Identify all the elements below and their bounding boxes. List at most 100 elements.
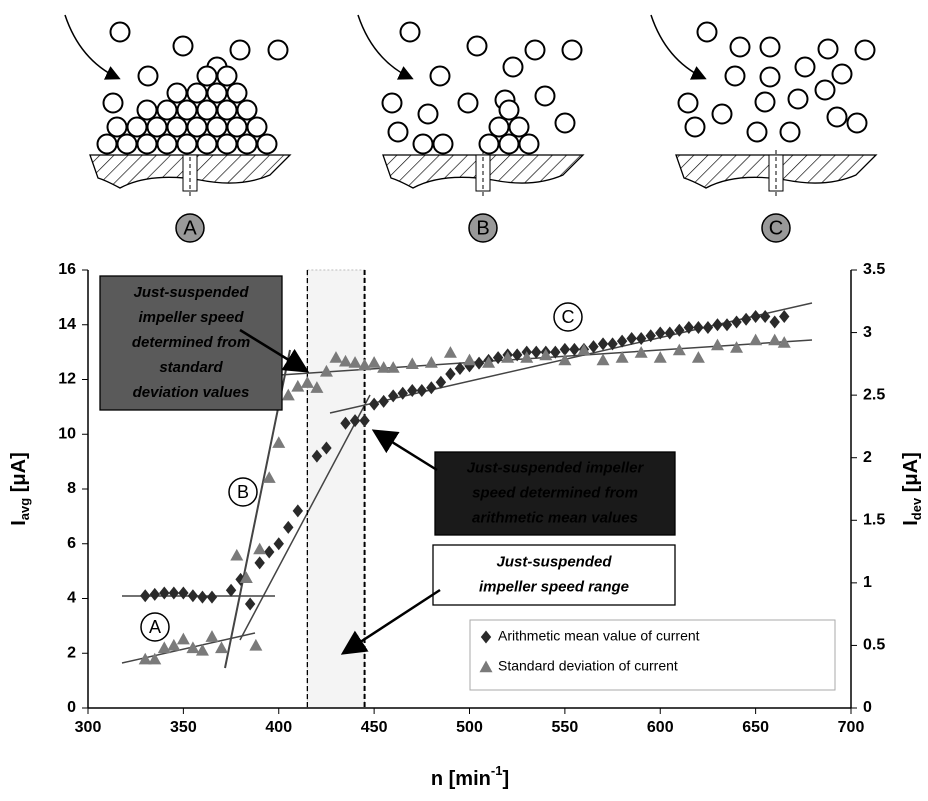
particle <box>561 39 583 61</box>
y-tick-label: 8 <box>67 480 76 497</box>
diamond-marker <box>531 345 542 359</box>
range-band <box>306 269 366 709</box>
x-label-end: ] <box>502 768 509 790</box>
particle <box>729 36 751 58</box>
y2-tick-label: 0.5 <box>863 637 885 654</box>
particle <box>116 133 138 155</box>
diamond-marker <box>750 310 761 324</box>
x-tick-label: 600 <box>647 719 674 736</box>
diamond-marker <box>407 383 418 397</box>
particle <box>256 133 278 155</box>
particle <box>417 103 439 125</box>
particle <box>246 116 268 138</box>
x-tick-label: 350 <box>170 719 197 736</box>
diamond-marker <box>159 586 170 600</box>
diamond-marker <box>607 337 618 351</box>
particle <box>196 65 218 87</box>
diamond-marker <box>473 356 485 370</box>
diamond-marker <box>187 589 199 603</box>
particle <box>106 116 128 138</box>
annotation-text: speed determined from <box>472 484 638 501</box>
y2-tick-label: 1 <box>863 574 872 591</box>
particle <box>166 116 188 138</box>
y-tick-label: 16 <box>58 261 76 278</box>
region-label: A <box>149 617 161 637</box>
trend-line <box>121 632 256 664</box>
diamond-marker <box>740 312 752 326</box>
y2-tick-label: 3 <box>863 324 872 341</box>
triangle-marker <box>777 336 791 348</box>
triangle-marker <box>730 341 744 353</box>
diamond-marker <box>655 326 666 340</box>
panel-label: B <box>476 217 489 239</box>
particle <box>518 133 540 155</box>
triangle-marker <box>205 630 219 642</box>
particle <box>156 133 178 155</box>
diagram-panel: B <box>357 14 585 243</box>
diamond-marker <box>721 318 733 332</box>
particle <box>267 39 289 61</box>
panel-badge <box>468 213 498 243</box>
region-badge <box>140 612 170 642</box>
y2-tick-label: 1.5 <box>863 512 885 529</box>
triangle-marker <box>386 361 400 373</box>
particle <box>146 116 168 138</box>
triangle-marker <box>176 632 190 645</box>
particle <box>236 99 258 121</box>
y-axis-label-main: I <box>8 520 30 526</box>
triangle-marker <box>710 338 724 351</box>
y-axis-label-sub: avg <box>17 498 32 520</box>
panel-label: A <box>183 217 197 239</box>
triangle-marker <box>558 353 572 366</box>
triangle-marker <box>520 351 534 363</box>
diamond-marker <box>340 416 351 430</box>
triangle-marker <box>615 351 629 363</box>
annotation-text: deviation values <box>133 384 250 401</box>
arrow <box>64 14 121 80</box>
particle <box>498 133 520 155</box>
triangle-marker <box>148 652 162 665</box>
diamond-marker <box>702 320 714 334</box>
triangle-marker <box>281 388 295 401</box>
diamond-marker <box>445 367 456 381</box>
particle <box>508 116 530 138</box>
diamond-marker <box>511 348 523 362</box>
y-tick-label: 6 <box>67 535 76 552</box>
annotation-text: determined from <box>132 334 250 351</box>
particle <box>229 39 251 61</box>
particle <box>754 91 776 113</box>
x-tick-label: 700 <box>838 719 865 736</box>
particle <box>226 82 248 104</box>
diamond-marker <box>206 590 218 604</box>
particle <box>831 63 853 85</box>
particle <box>677 92 699 114</box>
particle <box>96 133 118 155</box>
x-axis-label: n [min-1] <box>431 763 509 790</box>
triangle-marker <box>424 356 438 368</box>
diamond-marker <box>388 389 399 403</box>
diamond-marker <box>597 337 609 351</box>
particle <box>524 39 546 61</box>
legend-label: Standard deviation of current <box>498 658 678 674</box>
diagram-panel: A <box>64 14 292 243</box>
panel-badge <box>761 213 791 243</box>
triangle-marker <box>463 353 476 366</box>
triangle-marker <box>348 356 362 368</box>
triangle-marker <box>195 643 209 656</box>
triangle-marker <box>672 343 686 356</box>
particle <box>759 36 781 58</box>
particle <box>684 116 706 138</box>
triangle-marker <box>691 351 705 363</box>
particle <box>206 82 228 104</box>
triangle-marker <box>253 542 267 555</box>
triangle-marker <box>358 358 372 371</box>
trend-line <box>239 394 371 641</box>
particle <box>137 65 159 87</box>
particle <box>724 65 746 87</box>
particle <box>534 85 556 107</box>
y-axis-label-unit: [μA] <box>8 452 30 498</box>
triangle-marker <box>501 351 515 363</box>
x-label-main: n [min <box>431 768 491 790</box>
triangle-marker <box>230 548 244 561</box>
